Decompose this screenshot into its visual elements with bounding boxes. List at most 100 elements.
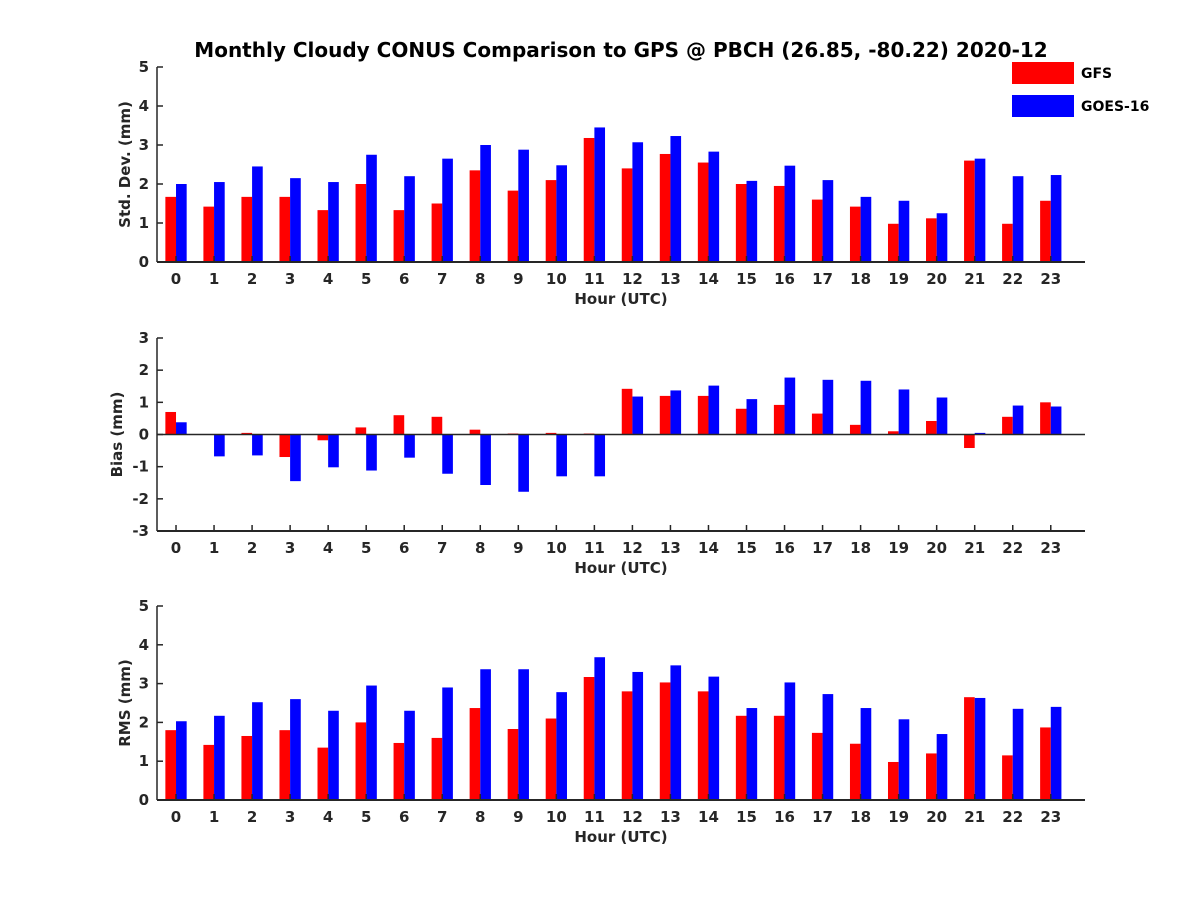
bar-gfs-hour-2 — [241, 735, 253, 800]
bar-gfs-hour-17 — [811, 413, 823, 435]
x-axis-label: Hour (UTC) — [574, 290, 667, 308]
x-tick-label: 2 — [247, 270, 257, 288]
bar-goes-16-hour-13 — [670, 665, 682, 800]
y-tick-label: 2 — [139, 175, 149, 193]
bar-gfs-hour-0 — [165, 196, 177, 262]
legend-label: GOES-16 — [1081, 99, 1149, 115]
x-tick-label: 7 — [437, 539, 447, 557]
bars — [165, 377, 1062, 492]
bar-gfs-hour-18 — [849, 424, 861, 435]
y-tick-label: 1 — [139, 752, 149, 770]
bar-gfs-hour-9 — [507, 729, 519, 800]
bar-goes-16-hour-9 — [518, 669, 529, 800]
x-tick-label: 4 — [323, 808, 333, 826]
x-tick-label: 4 — [323, 539, 333, 557]
bar-gfs-hour-13 — [659, 682, 671, 800]
x-tick-label: 16 — [774, 808, 795, 826]
y-tick-label: 5 — [139, 58, 149, 76]
bar-gfs-hour-7 — [431, 416, 443, 435]
bar-gfs-hour-13 — [659, 153, 671, 262]
x-tick-label: 20 — [926, 270, 947, 288]
x-tick-label: 16 — [774, 539, 795, 557]
bar-goes-16-hour-6 — [404, 434, 415, 458]
bar-goes-16-hour-0 — [176, 721, 187, 800]
bar-gfs-hour-1 — [203, 206, 215, 262]
legend-swatch — [1012, 95, 1074, 117]
x-tick-label: 11 — [584, 270, 605, 288]
bar-goes-16-hour-13 — [670, 136, 682, 262]
figure-title: Monthly Cloudy CONUS Comparison to GPS @… — [194, 38, 1047, 62]
y-tick-label: 5 — [139, 597, 149, 615]
bar-gfs-hour-2 — [241, 432, 253, 435]
bar-gfs-hour-14 — [697, 395, 709, 435]
x-tick-label: 17 — [812, 539, 833, 557]
x-tick-label: 15 — [736, 539, 757, 557]
bar-goes-16-hour-10 — [556, 434, 567, 477]
bar-gfs-hour-3 — [279, 730, 291, 800]
legend-swatch — [1012, 62, 1074, 84]
bar-gfs-hour-19 — [887, 223, 899, 262]
bar-gfs-hour-22 — [1002, 223, 1013, 262]
bar-goes-16-hour-4 — [328, 182, 339, 262]
bar-gfs-hour-12 — [621, 388, 633, 435]
x-tick-label: 16 — [774, 270, 795, 288]
bar-gfs-hour-6 — [393, 415, 405, 435]
bar-gfs-hour-16 — [773, 404, 785, 435]
x-tick-label: 4 — [323, 270, 333, 288]
bar-gfs-hour-23 — [1040, 200, 1051, 262]
bar-gfs-hour-20 — [926, 420, 937, 435]
bar-goes-16-hour-2 — [252, 434, 263, 456]
bar-gfs-hour-21 — [964, 434, 975, 449]
bar-gfs-hour-11 — [583, 137, 595, 262]
bar-gfs-hour-6 — [393, 210, 405, 262]
x-tick-label: 0 — [171, 270, 181, 288]
bar-goes-16-hour-7 — [442, 158, 453, 262]
bars — [165, 127, 1062, 262]
x-tick-label: 14 — [698, 270, 719, 288]
bar-goes-16-hour-14 — [708, 385, 720, 435]
x-tick-label: 18 — [850, 808, 871, 826]
x-tick-label: 3 — [285, 808, 295, 826]
bar-goes-16-hour-11 — [594, 127, 606, 262]
y-tick-label: 1 — [139, 214, 149, 232]
bar-gfs-hour-5 — [355, 427, 367, 435]
x-tick-label: 19 — [888, 808, 909, 826]
x-tick-label: 2 — [247, 808, 257, 826]
bar-gfs-hour-7 — [431, 737, 443, 800]
x-tick-label: 7 — [437, 808, 447, 826]
bar-goes-16-hour-5 — [366, 154, 377, 262]
x-tick-label: 21 — [964, 270, 985, 288]
bar-goes-16-hour-22 — [1012, 405, 1024, 435]
bar-goes-16-hour-23 — [1050, 706, 1062, 800]
bar-gfs-hour-19 — [887, 761, 899, 800]
bar-gfs-hour-9 — [507, 190, 519, 262]
y-axis-label: Bias (mm) — [108, 392, 126, 478]
bar-goes-16-hour-4 — [328, 434, 339, 468]
x-tick-label: 22 — [1002, 270, 1023, 288]
x-tick-label: 23 — [1040, 808, 1061, 826]
bar-goes-16-hour-15 — [746, 399, 758, 435]
bar-goes-16-hour-19 — [898, 389, 910, 435]
bar-goes-16-hour-17 — [822, 694, 834, 800]
x-tick-label: 1 — [209, 270, 219, 288]
x-tick-label: 12 — [622, 808, 643, 826]
bar-goes-16-hour-1 — [214, 182, 225, 262]
bar-goes-16-hour-22 — [1012, 708, 1024, 800]
x-tick-label: 2 — [247, 539, 257, 557]
x-tick-label: 3 — [285, 539, 295, 557]
y-tick-label: 2 — [139, 713, 149, 731]
bar-gfs-hour-15 — [735, 408, 747, 435]
bar-gfs-hour-15 — [735, 184, 747, 262]
bar-gfs-hour-4 — [317, 434, 329, 441]
bar-gfs-hour-16 — [773, 185, 785, 262]
y-tick-label: 3 — [139, 329, 149, 347]
bar-goes-16-hour-21 — [974, 432, 986, 435]
bar-goes-16-hour-4 — [328, 710, 339, 800]
x-tick-label: 10 — [546, 270, 567, 288]
legend-item-goes-16: GOES-16 — [1012, 95, 1149, 117]
legend-label: GFS — [1081, 66, 1112, 82]
x-tick-label: 23 — [1040, 539, 1061, 557]
